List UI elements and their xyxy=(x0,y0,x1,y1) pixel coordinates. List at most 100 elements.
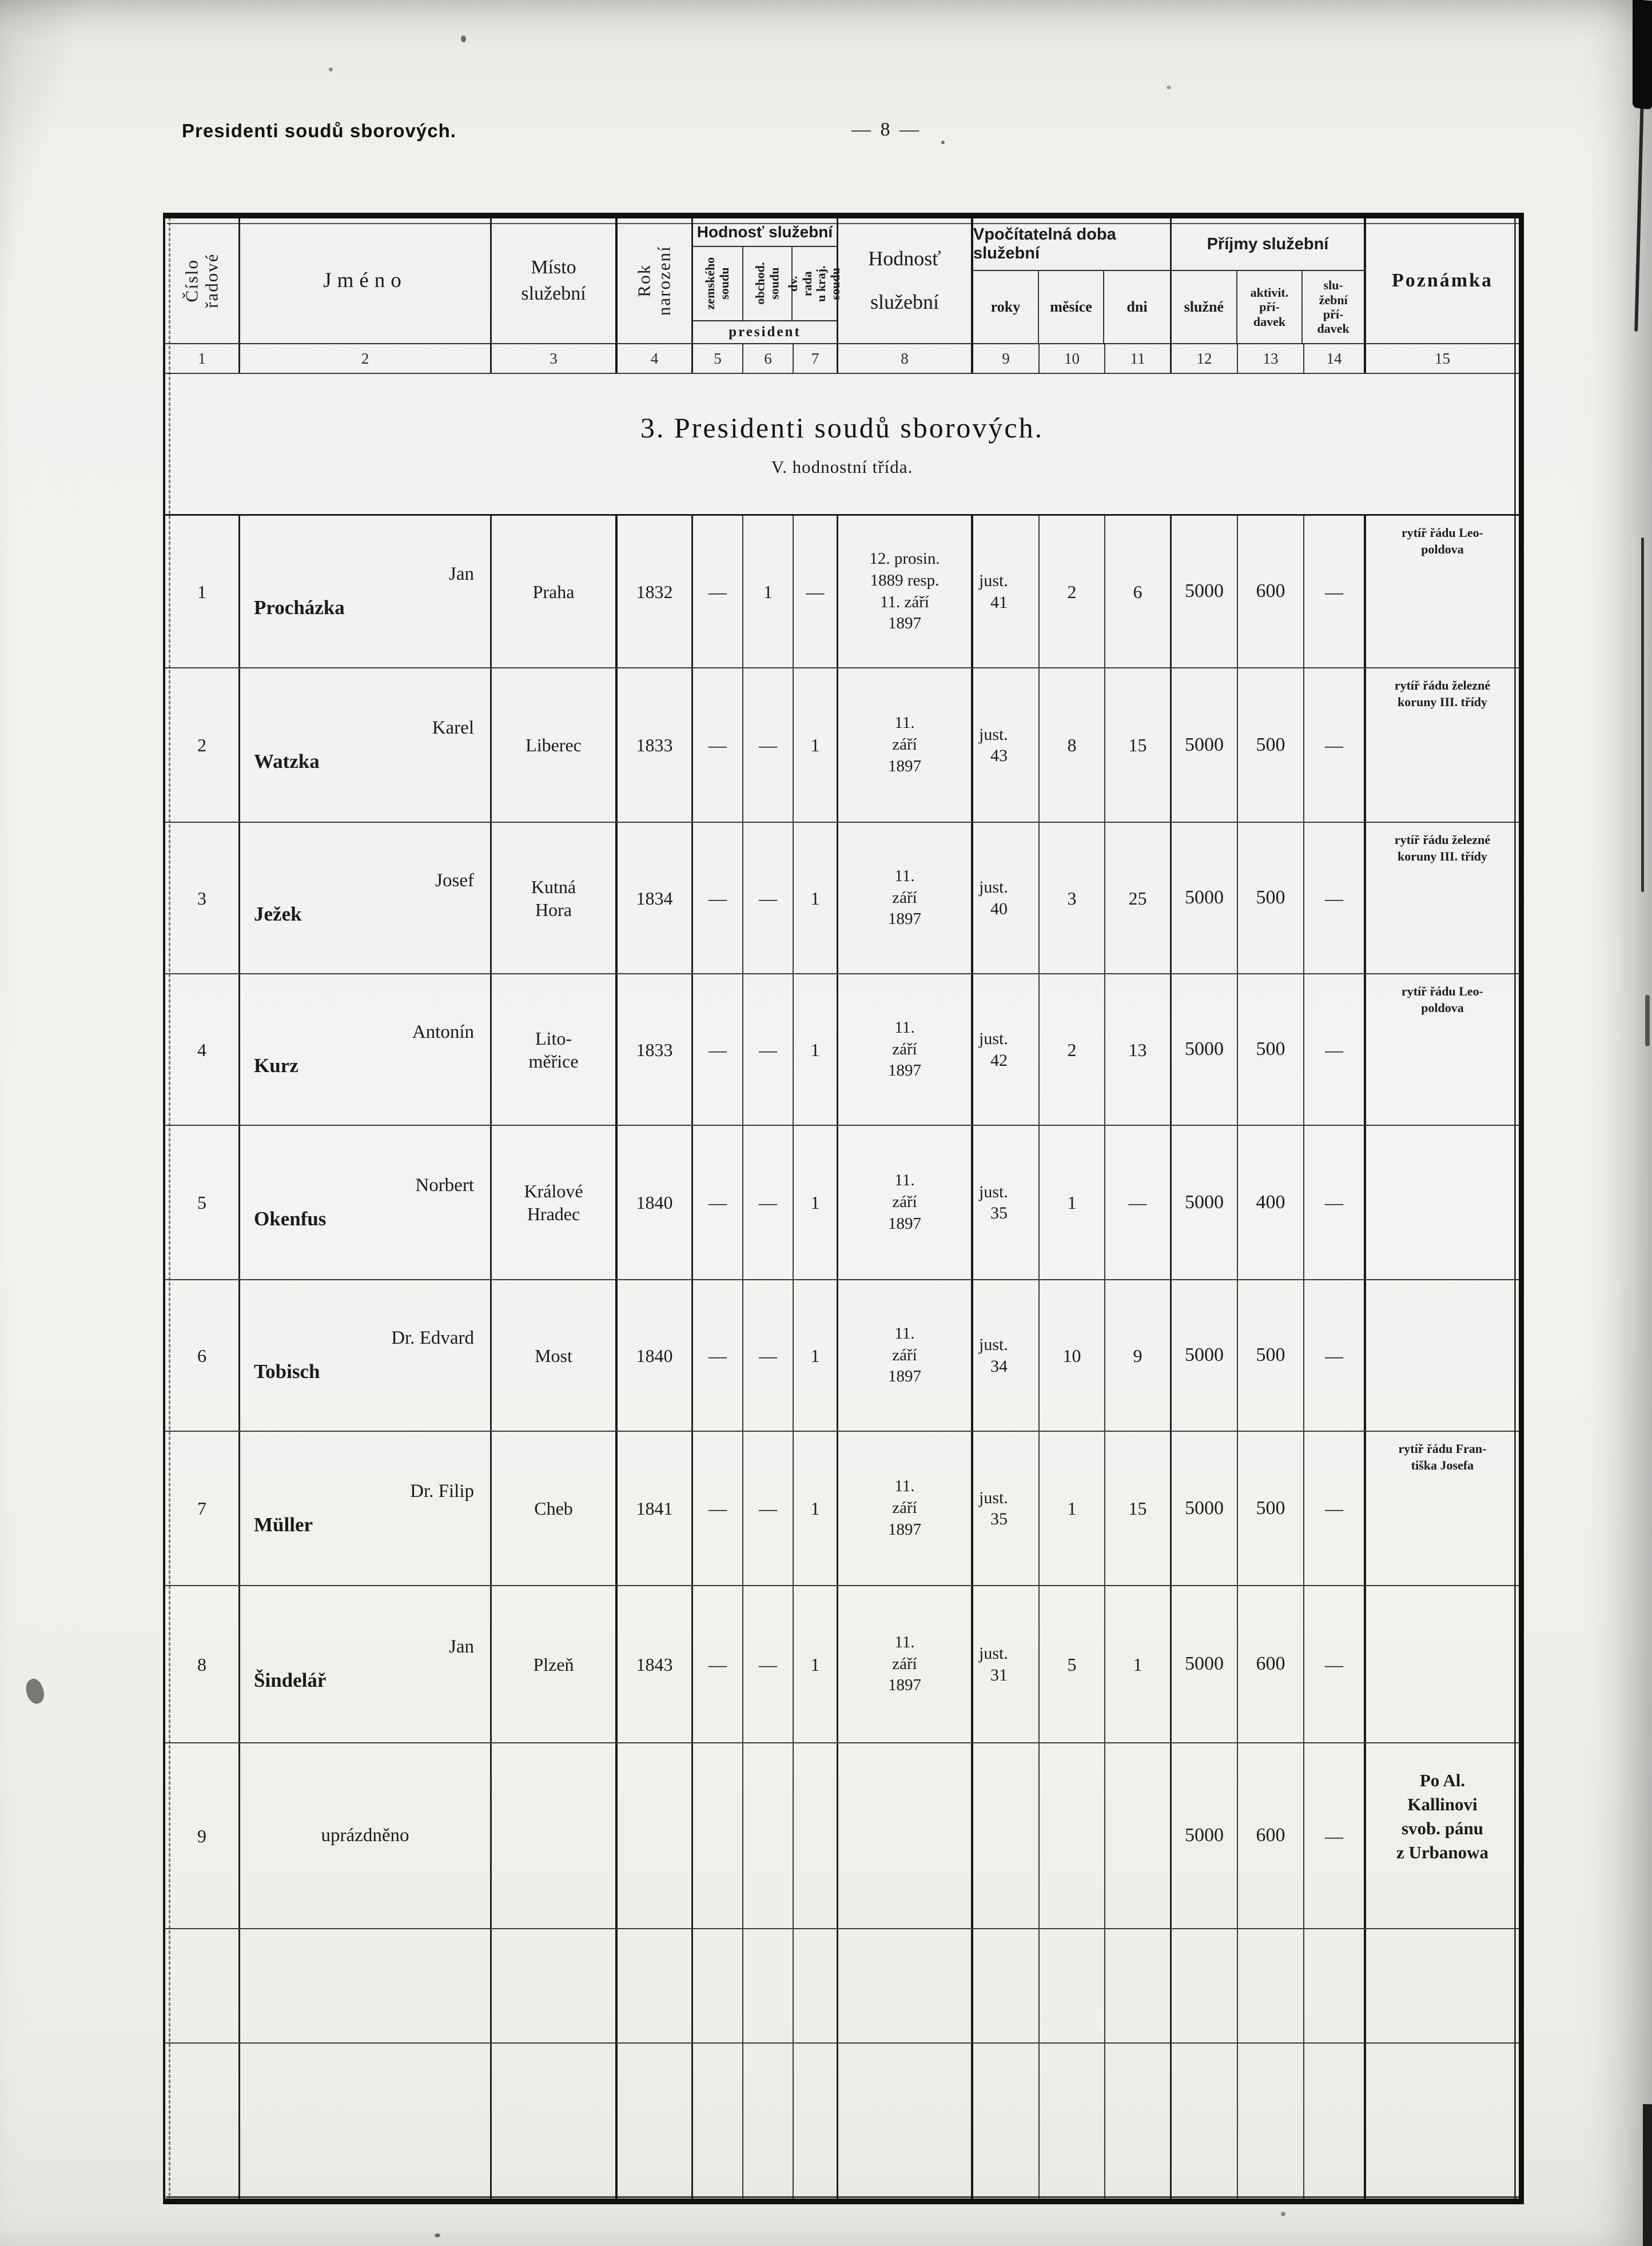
cell-serial: 2 xyxy=(165,668,240,822)
column-number: 12 xyxy=(1172,344,1238,373)
cell-trade-court: — xyxy=(743,1586,794,1742)
years-value: 35 xyxy=(990,1204,1008,1222)
cell-empty xyxy=(1366,2044,1519,2199)
scan-speck xyxy=(1281,2212,1285,2216)
cell-remark: rytíř řádu Leo- poldova xyxy=(1402,984,1483,1015)
cell-empty xyxy=(618,1929,693,2042)
column-number: 2 xyxy=(240,344,492,373)
cell-empty xyxy=(794,2044,838,2199)
cell-empty xyxy=(1040,2044,1105,2199)
cell-place: Kutná Hora xyxy=(492,823,618,973)
cell-service-allowance: — xyxy=(1304,823,1366,973)
header-rank-group-title: Hodnosť služební xyxy=(693,218,837,247)
dept-label: just. xyxy=(979,571,1008,590)
page-header-title: Presidenti soudů sborových. xyxy=(182,120,456,141)
cell-place: Lito- měřice xyxy=(492,974,618,1125)
cell-salary: 5000 xyxy=(1172,516,1238,667)
first-name: Karel xyxy=(432,717,474,738)
cell-empty xyxy=(618,2044,693,2199)
header-service-allowance: slu- žební pří- davek xyxy=(1317,278,1350,336)
cell-rank-date: 11. září 1897 xyxy=(838,1280,973,1431)
header-months: měsíce xyxy=(1039,271,1105,343)
cell-service-allowance: — xyxy=(1304,1743,1366,1928)
cell-empty xyxy=(492,1929,618,2042)
last-name: Müller xyxy=(254,1513,313,1536)
cell-rank-date: 11. září 1897 xyxy=(838,1586,973,1742)
cell-born: 1840 xyxy=(618,1126,693,1279)
cell-salary: 5000 xyxy=(1172,974,1238,1125)
column-number: 9 xyxy=(973,344,1040,373)
cell-empty xyxy=(973,1929,1040,2042)
cell-land-court xyxy=(693,1743,743,1928)
cell-rank-date: 11. září 1897 xyxy=(838,1432,973,1585)
table-row: 6 Dr. Edvard Tobisch Most 1840 — — 1 11.… xyxy=(165,1279,1519,1431)
cell-place: Praha xyxy=(492,516,618,667)
column-number: 14 xyxy=(1304,344,1366,373)
cell-serial: 4 xyxy=(165,974,240,1125)
last-name: Watzka xyxy=(254,750,320,772)
years-value: 41 xyxy=(990,592,1008,612)
cell-salary: 5000 xyxy=(1172,1126,1238,1279)
header-service-time-title: Vpočítatelná doba služební xyxy=(973,218,1170,271)
register-table: Číslo řadové Jméno Místo služební Rok na… xyxy=(163,213,1524,2204)
cell-born: 1834 xyxy=(618,823,693,973)
cell-empty xyxy=(1172,2044,1238,2199)
header-birth-year: Rok narození xyxy=(618,218,693,343)
cell-service-allowance: — xyxy=(1304,974,1366,1125)
dept-label: just. xyxy=(979,1182,1008,1201)
cell-months: 1 xyxy=(1040,1432,1105,1585)
cell-months: 10 xyxy=(1040,1280,1105,1431)
cell-serial: 7 xyxy=(165,1432,240,1585)
header-president-label: president xyxy=(729,324,801,340)
cell-born: 1833 xyxy=(618,668,693,822)
table-row: 7 Dr. Filip Müller Cheb 1841 — — 1 11. z… xyxy=(165,1431,1519,1585)
cell-serial: 6 xyxy=(165,1280,240,1431)
first-name: Jan xyxy=(449,564,474,584)
column-number: 6 xyxy=(743,344,794,373)
dept-label: just. xyxy=(979,1644,1008,1663)
cell-born: 1832 xyxy=(618,516,693,667)
column-number: 5 xyxy=(693,344,743,373)
table-row-empty xyxy=(165,2042,1519,2199)
cell-rank-date: 11. září 1897 xyxy=(838,974,973,1125)
cell-salary: 5000 xyxy=(1172,1432,1238,1585)
cell-serial: 3 xyxy=(165,823,240,973)
cell-district-court: 1 xyxy=(794,974,838,1125)
header-serial-number-label: Číslo řadové xyxy=(181,253,221,309)
table-row-empty xyxy=(165,1928,1519,2042)
cell-place xyxy=(492,1743,618,1928)
column-number: 15 xyxy=(1435,349,1450,367)
cell-empty xyxy=(693,1929,743,2042)
header-income-subcolumns: služné aktivit. pří- davek slu- žební př… xyxy=(1172,271,1364,343)
cell-months: 5 xyxy=(1040,1586,1105,1742)
cell-land-court: — xyxy=(693,516,743,667)
scan-speck xyxy=(1167,86,1171,89)
cell-rank-date: 11. září 1897 xyxy=(838,1126,973,1279)
header-income-title: Příjmy služební xyxy=(1172,218,1364,271)
cell-empty xyxy=(165,1929,240,2042)
cell-trade-court: 1 xyxy=(743,516,794,667)
cell-trade-court: — xyxy=(743,1126,794,1279)
cell-days: 25 xyxy=(1105,823,1172,973)
cell-district-court xyxy=(794,1743,838,1928)
years-value: 34 xyxy=(990,1356,1008,1376)
cell-empty xyxy=(1366,1929,1519,2042)
cell-trade-court: — xyxy=(743,974,794,1125)
cell-days: — xyxy=(1105,1126,1172,1279)
binding-streak xyxy=(1634,34,1646,332)
margin-pen-mark xyxy=(22,1676,48,1707)
cell-service-years: just. 35 xyxy=(973,1126,1040,1279)
cell-days: 9 xyxy=(1105,1280,1172,1431)
cell-empty xyxy=(1105,1929,1172,2042)
scan-speck xyxy=(435,2233,440,2237)
binding-mark xyxy=(1633,0,1652,110)
cell-land-court: — xyxy=(693,1280,743,1431)
cell-district-court: 1 xyxy=(794,1432,838,1585)
cell-name: Jan Procházka xyxy=(240,516,492,667)
cell-empty xyxy=(1040,1929,1105,2042)
cell-months: 2 xyxy=(1040,516,1105,667)
header-service-time-group: Vpočítatelná doba služební roky měsíce d… xyxy=(973,218,1172,343)
cell-trade-court: — xyxy=(743,1432,794,1585)
cell-district-court: — xyxy=(794,516,838,667)
cell-trade-court: — xyxy=(743,1280,794,1431)
